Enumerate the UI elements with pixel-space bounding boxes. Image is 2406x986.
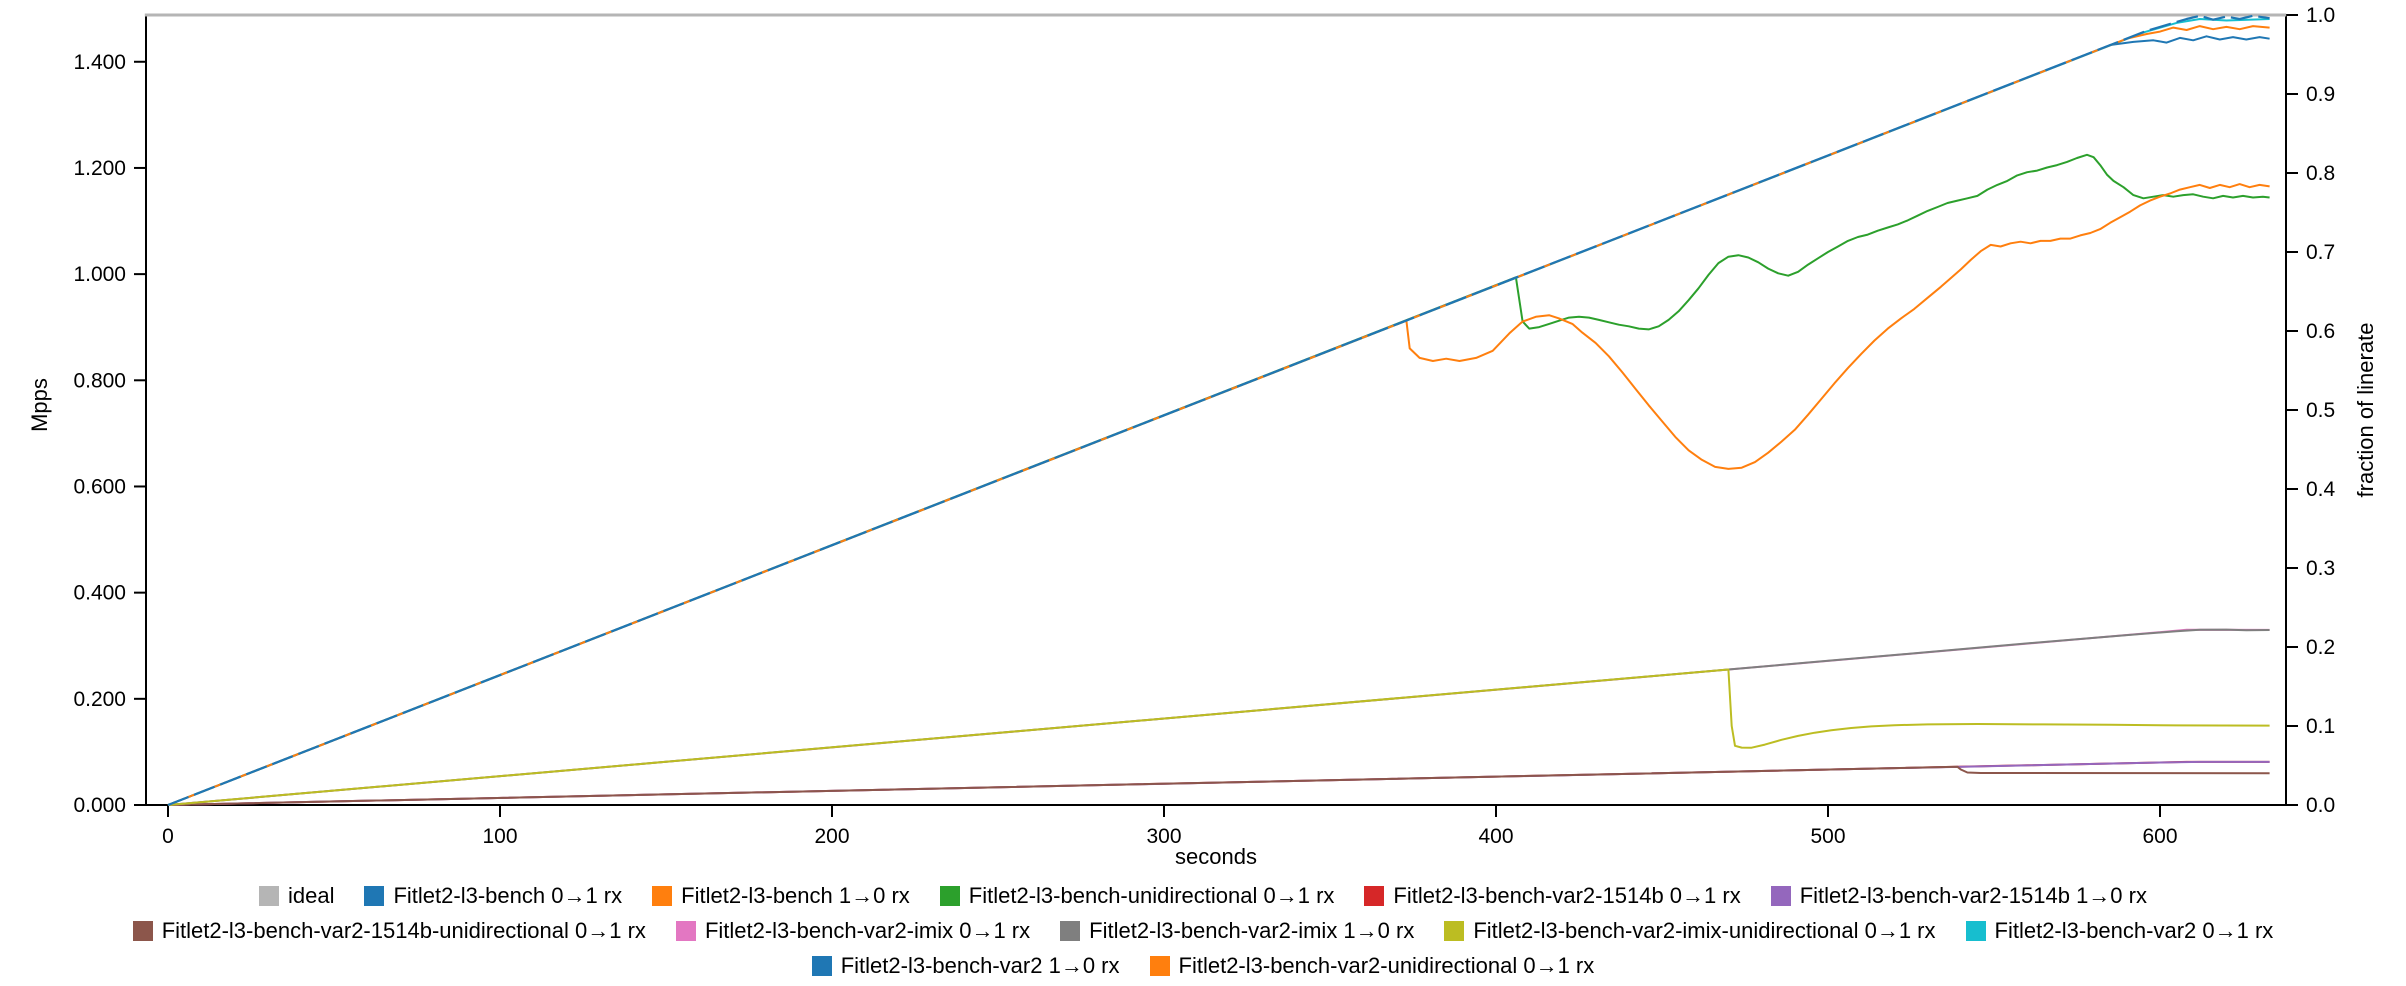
legend-label: Fitlet2-l3-bench-var2-unidirectional 0→1… [1178, 953, 1595, 978]
y-right-tick-label: 0.3 [2306, 557, 2335, 580]
legend-swatch-icon [364, 886, 385, 906]
legend-label: Fitlet2-l3-bench-var2 0→1 rx [1994, 918, 2274, 943]
x-tick-label: 200 [814, 825, 849, 848]
legend-swatch-icon [132, 921, 153, 941]
y-right-tick-label: 0.7 [2306, 241, 2335, 264]
legend-item: ideal [259, 884, 334, 908]
legend-label: Fitlet2-l3-bench 1→0 rx [681, 883, 910, 908]
y-left-tick-label: 0.800 [73, 369, 126, 392]
y-right-tick-label: 0.0 [2306, 794, 2335, 817]
series-line [167, 628, 2270, 806]
y-right-tick-label: 1.0 [2306, 4, 2335, 27]
y-right-tick-label: 0.9 [2306, 83, 2335, 106]
series-line [167, 18, 2270, 806]
legend-item: Fitlet2-l3-bench-var2-1514b 1→0 rx [1770, 883, 2147, 908]
legend-label: Fitlet2-l3-bench-var2 1→0 rx [840, 953, 1120, 978]
legend-swatch-icon [1965, 921, 1986, 941]
legend-swatch-icon [675, 921, 696, 941]
series-line [167, 668, 2270, 806]
y-right-tick-label: 0.6 [2306, 320, 2335, 343]
y-right-tick-label: 0.5 [2306, 399, 2335, 422]
y-left-tick-label: 0.400 [73, 582, 126, 605]
y-left-tick-label: 0.200 [73, 688, 126, 711]
x-axis-label: seconds [1175, 844, 1257, 869]
legend-label: Fitlet2-l3-bench-var2-1514b 0→1 rx [1393, 883, 1741, 908]
legend-swatch-icon [811, 956, 832, 976]
y-left-tick-label: 1.400 [73, 51, 126, 74]
legend-row-2: Fitlet2-l3-bench-var2-1514b-unidirection… [0, 919, 2406, 943]
series-line [167, 153, 2270, 806]
series-line [167, 628, 2270, 806]
series-line [167, 35, 2270, 806]
legend-label: Fitlet2-l3-bench-var2-imix-unidirectiona… [1473, 918, 1936, 943]
legend-item: Fitlet2-l3-bench-var2-1514b 0→1 rx [1364, 883, 1741, 908]
x-tick-label: 400 [1478, 825, 1513, 848]
legend-item: Fitlet2-l3-bench-var2-imix 1→0 rx [1060, 919, 1414, 943]
legend-swatch-icon [1444, 921, 1465, 941]
legend-item: Fitlet2-l3-bench-var2-unidirectional 0→1… [1149, 953, 1595, 978]
x-tick-label: 300 [1146, 825, 1181, 848]
y-left-tick-label: 0.600 [73, 475, 126, 498]
y-right-tick-label: 0.8 [2306, 162, 2335, 185]
legend-item: Fitlet2-l3-bench-var2-1514b-unidirection… [132, 918, 646, 943]
x-tick-label: 100 [482, 825, 517, 848]
y-axis-label-left: Mpps [27, 378, 52, 432]
y-right-tick-label: 0.4 [2306, 478, 2336, 501]
legend-swatch-icon [1149, 956, 1170, 976]
legend-swatch-icon [939, 886, 960, 906]
x-tick-label: 500 [1810, 825, 1845, 848]
legend-item: Fitlet2-l3-bench 0→1 rx [364, 884, 622, 908]
legend-swatch-icon [652, 886, 673, 906]
y-right-tick-label: 0.1 [2306, 715, 2335, 738]
legend-label: Fitlet2-l3-bench-var2-imix 1→0 rx [1089, 918, 1415, 943]
legend-swatch-icon [1364, 886, 1385, 906]
legend-label: Fitlet2-l3-bench 0→1 rx [393, 883, 623, 908]
x-tick-label: 600 [2142, 825, 2177, 848]
legend-swatch-icon [259, 886, 279, 906]
legend-item: Fitlet2-l3-bench 1→0 rx [652, 884, 910, 908]
legend-row-3: Fitlet2-l3-bench-var2 1→0 rx Fitlet2-l3-b… [0, 954, 2406, 978]
y-right-tick-label: 0.2 [2306, 636, 2335, 659]
series-line [167, 25, 2270, 806]
legend-row-1: ideal Fitlet2-l3-bench 0→1 rx Fitlet2-l3-b… [0, 884, 2406, 908]
series-line [167, 14, 2270, 807]
legend-label: Fitlet2-l3-bench-var2-imix 0→1 rx [704, 918, 1031, 943]
y-left-tick-label: 0.000 [73, 794, 126, 817]
legend-item: Fitlet2-l3-bench-var2 0→1 rx [1965, 918, 2274, 943]
y-left-tick-label: 1.200 [73, 157, 126, 180]
y-left-tick-label: 1.000 [73, 263, 126, 286]
legend-label: Fitlet2-l3-bench-var2-1514b 1→0 rx [1799, 883, 2147, 908]
y-axis-label-right: fraction of linerate [2353, 322, 2378, 498]
legend-label: Fitlet2-l3-bench-var2-1514b-unidirection… [161, 918, 646, 943]
series-line [167, 765, 2270, 806]
x-tick-label: 0 [162, 825, 174, 848]
legend-item: Fitlet2-l3-bench-unidirectional 0→1 rx [939, 883, 1335, 908]
series-line [167, 183, 2270, 806]
legend-swatch-icon [1770, 886, 1791, 906]
legend-label: ideal [288, 883, 335, 908]
legend-swatch-icon [1060, 921, 1081, 941]
legend-label: Fitlet2-l3-bench-unidirectional 0→1 rx [968, 883, 1335, 908]
legend-item: Fitlet2-l3-bench-var2-imix 0→1 rx [675, 918, 1031, 943]
legend-item: Fitlet2-l3-bench-var2 1→0 rx [811, 953, 1120, 978]
legend-item: Fitlet2-l3-bench-var2-imix-unidirectiona… [1444, 918, 1936, 943]
